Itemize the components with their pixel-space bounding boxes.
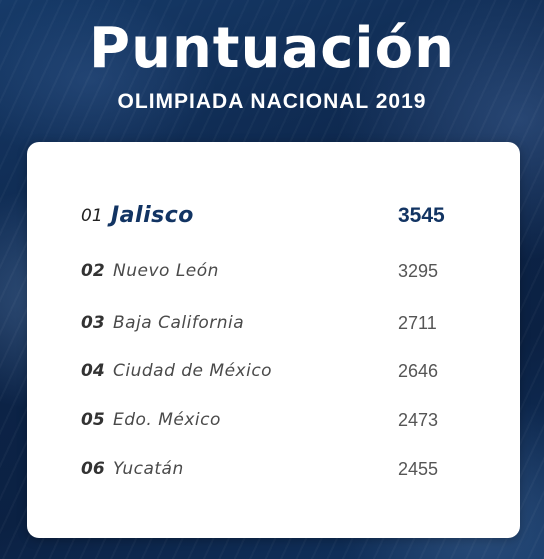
ranking-row: 01 Jalisco 3545 xyxy=(27,201,520,231)
ranking-state-name: Nuevo León xyxy=(113,261,219,281)
ranking-state-name: Jalisco xyxy=(111,203,194,228)
ranking-position: 02 xyxy=(81,261,105,281)
ranking-score: 2646 xyxy=(398,361,439,381)
ranking-score: 3295 xyxy=(398,261,439,281)
ranking-position: 06 xyxy=(81,459,105,479)
ranking-score: 3545 xyxy=(398,204,445,227)
ranking-state-name: Edo. México xyxy=(113,410,221,430)
ranking-position: 05 xyxy=(81,410,105,430)
ranking-row: 06 Yucatán 2455 xyxy=(27,454,520,484)
ranking-row: 02 Nuevo León 3295 xyxy=(27,256,520,286)
ranking-state-name: Yucatán xyxy=(113,459,184,479)
page-subtitle: OLIMPIADA NACIONAL 2019 xyxy=(117,90,427,113)
ranking-score: 2711 xyxy=(398,313,437,333)
page-title: Puntuación xyxy=(89,16,455,81)
ranking-state-name: Ciudad de México xyxy=(113,361,273,381)
ranking-score: 2473 xyxy=(398,410,439,430)
ranking-row: 05 Edo. México 2473 xyxy=(27,405,520,435)
ranking-position: 04 xyxy=(81,361,105,381)
ranking-row: 03 Baja California 2711 xyxy=(27,308,520,338)
ranking-position: 03 xyxy=(81,313,105,333)
ranking-score: 2455 xyxy=(398,459,439,479)
ranking-card: 01 Jalisco 3545 02 Nuevo León 3295 03 Ba… xyxy=(27,142,520,538)
ranking-row: 04 Ciudad de México 2646 xyxy=(27,356,520,386)
ranking-position: 01 xyxy=(81,206,103,226)
ranking-state-name: Baja California xyxy=(113,313,245,333)
